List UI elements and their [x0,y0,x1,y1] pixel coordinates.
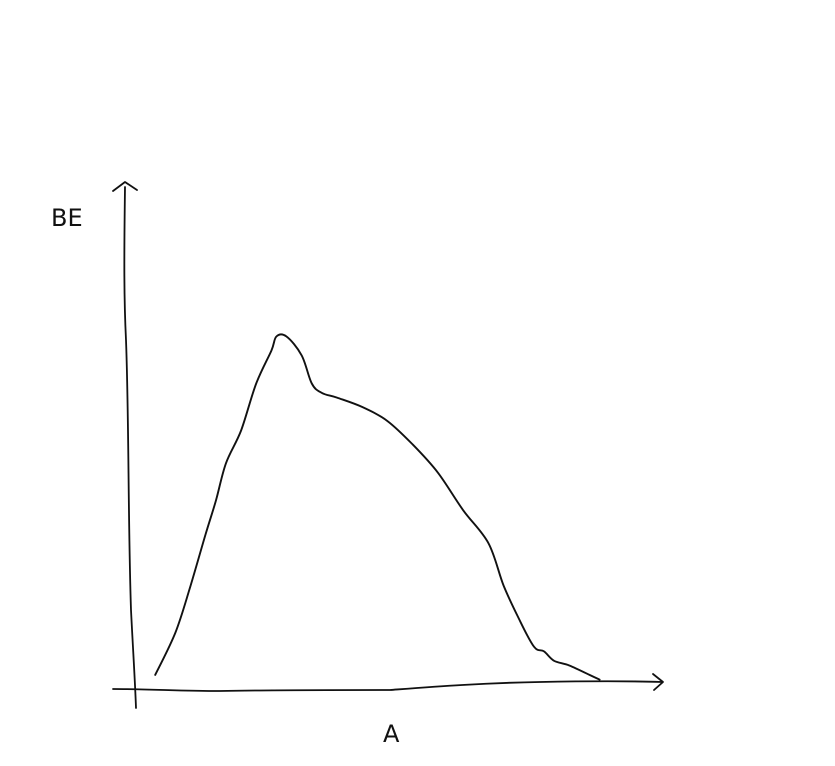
y-axis-label: BE [51,204,83,232]
series-line-curve [154,333,601,681]
x-axis-label: A [383,720,400,748]
x-axis-arrowhead [652,673,664,691]
x-axis-line [112,680,663,692]
y-axis-line [123,186,137,709]
y-axis-arrowhead [112,181,138,192]
